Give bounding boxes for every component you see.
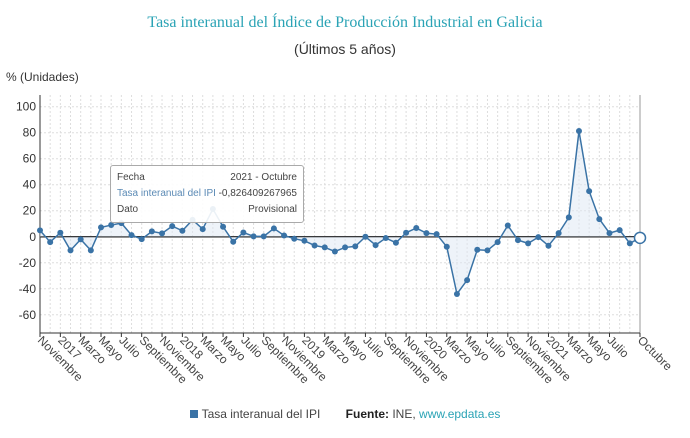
data-point bbox=[433, 231, 440, 238]
y-tick-label: -60 bbox=[19, 308, 37, 322]
data-point bbox=[565, 214, 572, 221]
data-point bbox=[270, 225, 277, 232]
data-point bbox=[514, 237, 521, 244]
data-point bbox=[87, 247, 94, 254]
y-tick-label: 60 bbox=[23, 152, 37, 166]
data-point bbox=[443, 243, 450, 250]
data-point bbox=[352, 243, 359, 250]
data-point bbox=[260, 233, 267, 240]
series-area bbox=[40, 131, 640, 294]
source-text: INE, bbox=[392, 407, 416, 421]
data-point bbox=[179, 227, 186, 234]
y-tick-label: -40 bbox=[19, 282, 37, 296]
data-point bbox=[240, 229, 247, 236]
data-point bbox=[281, 232, 288, 239]
data-point bbox=[535, 234, 542, 241]
data-point bbox=[159, 230, 166, 237]
data-point bbox=[250, 233, 257, 240]
data-point bbox=[301, 237, 308, 244]
y-tick-label: 0 bbox=[29, 230, 36, 244]
chart-subtitle: (Últimos 5 años) bbox=[294, 41, 396, 57]
data-point bbox=[128, 232, 135, 239]
legend-swatch bbox=[189, 410, 198, 418]
data-point bbox=[403, 229, 410, 236]
legend: Tasa interanual del IPI Fuente: INE, www… bbox=[0, 407, 690, 421]
data-point bbox=[392, 239, 399, 246]
data-point bbox=[586, 188, 593, 195]
chart-title: Tasa interanual del Índice de Producción… bbox=[147, 14, 543, 31]
legend-item[interactable]: Tasa interanual del IPI bbox=[189, 407, 321, 421]
tooltip: Fecha 2021 - Octubre Tasa interanual del … bbox=[110, 165, 304, 223]
legend-label: Tasa interanual del IPI bbox=[201, 407, 321, 421]
y-tick-label: 100 bbox=[16, 100, 36, 114]
tooltip-fecha-value: 2021 - Octubre bbox=[230, 172, 297, 183]
tooltip-series-value: -0,826409267965 bbox=[218, 188, 297, 199]
y-tick-label: -20 bbox=[19, 256, 37, 270]
data-point bbox=[311, 242, 318, 249]
source-label: Fuente: bbox=[345, 407, 389, 421]
data-point bbox=[596, 216, 603, 223]
data-point bbox=[169, 223, 176, 230]
data-point bbox=[291, 235, 298, 242]
data-point bbox=[555, 230, 562, 237]
source: Fuente: INE, www.epdata.es bbox=[346, 407, 501, 421]
tooltip-series-label: Tasa interanual del IPI bbox=[117, 188, 216, 199]
data-point bbox=[606, 230, 613, 237]
y-axis-label: % (Unidades) bbox=[6, 70, 79, 84]
data-point bbox=[108, 222, 115, 229]
data-point bbox=[342, 244, 349, 251]
data-point bbox=[47, 239, 54, 246]
data-point bbox=[138, 236, 145, 243]
data-point bbox=[199, 226, 206, 233]
data-point bbox=[57, 229, 64, 236]
data-point bbox=[575, 128, 582, 135]
data-point bbox=[382, 235, 389, 242]
data-point bbox=[321, 244, 328, 251]
data-point bbox=[37, 227, 43, 234]
data-point bbox=[464, 277, 471, 284]
data-point bbox=[453, 290, 460, 297]
tooltip-fecha-label: Fecha bbox=[117, 172, 145, 183]
y-tick-label: 80 bbox=[23, 126, 37, 140]
data-point bbox=[77, 236, 84, 243]
tooltip-dato-value: Provisional bbox=[248, 204, 297, 215]
data-point bbox=[372, 242, 379, 249]
data-point bbox=[148, 228, 155, 235]
data-point bbox=[331, 248, 338, 255]
data-point bbox=[525, 240, 532, 247]
data-point bbox=[230, 238, 237, 245]
data-point bbox=[504, 222, 511, 229]
x-tick-label: Octubre bbox=[635, 333, 675, 373]
data-point bbox=[67, 247, 74, 254]
data-point bbox=[413, 225, 420, 232]
data-point bbox=[362, 233, 369, 240]
data-point bbox=[423, 230, 430, 237]
data-point bbox=[626, 240, 633, 247]
data-point bbox=[474, 246, 481, 253]
y-tick-label: 40 bbox=[23, 178, 37, 192]
line-chart: 100806040200-20-40-60Noviembre2017MarzoM… bbox=[16, 95, 675, 387]
data-point bbox=[484, 247, 491, 254]
tooltip-dato-label: Dato bbox=[117, 204, 139, 215]
data-point bbox=[220, 223, 227, 230]
data-point bbox=[98, 224, 105, 231]
data-point bbox=[494, 239, 501, 246]
y-tick-label: 20 bbox=[23, 204, 37, 218]
data-point bbox=[545, 242, 552, 249]
data-point bbox=[616, 227, 623, 234]
source-link[interactable]: www.epdata.es bbox=[419, 407, 501, 421]
data-point-highlighted bbox=[633, 231, 647, 245]
